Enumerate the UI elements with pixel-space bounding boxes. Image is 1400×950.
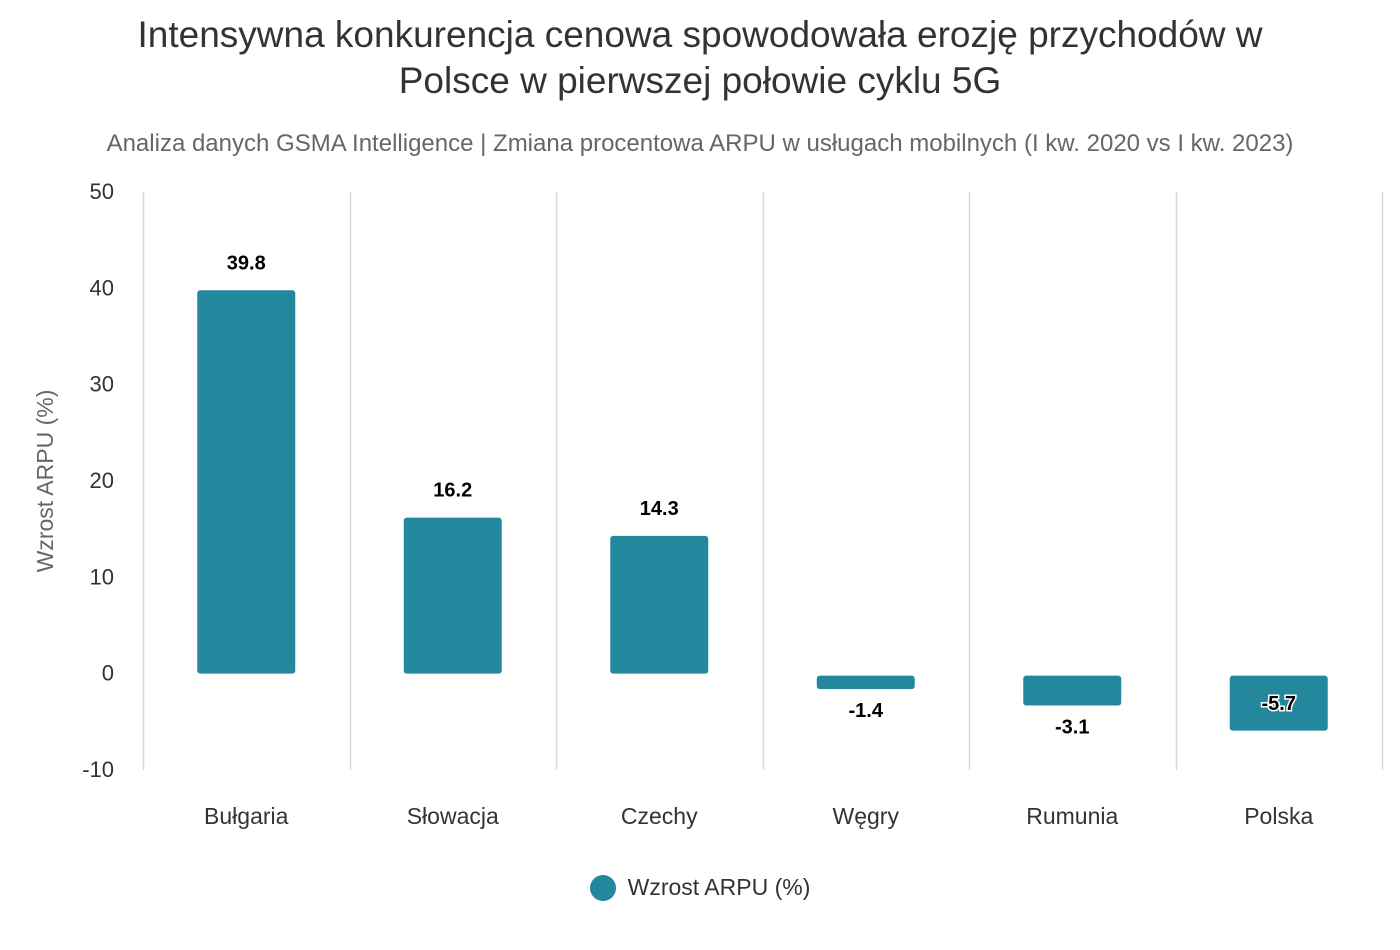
data-label: 16.2 (433, 480, 472, 502)
x-category-label: Polska (1244, 803, 1313, 829)
data-label: -5.7 (1262, 693, 1296, 715)
y-tick-label: 40 (90, 275, 114, 300)
chart-title-line-2: Polsce w pierwszej połowie cyklu 5G (398, 60, 1002, 101)
x-category-label: Bułgaria (204, 803, 289, 829)
data-label: -3.1 (1055, 717, 1089, 739)
chart-title: Intensywna konkurencja cenowa spowodował… (60, 12, 1340, 104)
x-category-label: Węgry (833, 803, 900, 829)
y-axis-ticks: 50 40 30 20 10 0 -10 (82, 179, 114, 782)
bar (1229, 675, 1328, 731)
legend: Wzrost ARPU (%) (0, 874, 1400, 901)
legend-swatch-icon (589, 874, 616, 901)
y-tick-label: 30 (90, 372, 114, 397)
bar (403, 517, 502, 674)
x-axis-categories: Bułgaria Słowacja Czechy Węgry Rumunia Polska (204, 803, 1313, 829)
bar (816, 675, 915, 690)
data-label: -1.4 (849, 700, 884, 722)
bars (197, 290, 1328, 731)
chart-title-line-1: Intensywna konkurencja cenowa spowodował… (137, 14, 1263, 55)
y-tick-label: 50 (90, 179, 114, 204)
bar (197, 290, 296, 674)
legend-label: Wzrost ARPU (%) (627, 874, 811, 900)
data-label: 39.8 (227, 252, 266, 274)
chart-subtitle: Analiza danych GSMA Intelligence | Zmian… (106, 130, 1294, 157)
x-category-label: Słowacja (407, 803, 499, 829)
y-tick-label: 10 (90, 564, 114, 589)
y-axis-title: Wzrost ARPU (%) (32, 390, 58, 573)
y-tick-label: 0 (102, 661, 114, 686)
x-category-label: Czechy (621, 803, 698, 829)
y-tick-label: 20 (90, 468, 114, 493)
bar (1023, 675, 1122, 706)
y-tick-label: -10 (82, 757, 114, 782)
value-labels: 39.8 16.2 14.3 -1.4 -3.1 -5.7 (227, 252, 1298, 739)
x-category-label: Rumunia (1026, 803, 1118, 829)
grid-lines (142, 192, 1384, 770)
data-label: 14.3 (640, 498, 679, 520)
bar (610, 535, 709, 674)
